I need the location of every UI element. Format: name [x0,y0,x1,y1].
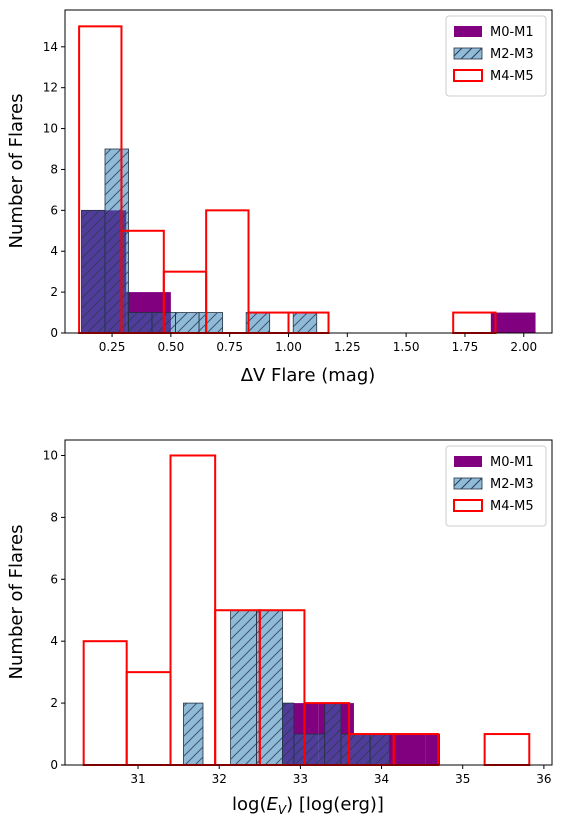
legend-label: M4-M5 [490,69,534,84]
x-tick-label: 1.75 [452,340,479,354]
x-tick-label: 1.25 [334,340,361,354]
bar-m2-m3-4-hatch [175,312,200,333]
y-tick-label: 2 [50,696,58,710]
x-tick-label: 0.75 [216,340,243,354]
axes-frame [64,9,553,334]
bar-m0-m1-2 [490,312,536,333]
legend-label: M0-M1 [490,25,534,40]
y-tick-label: 10 [43,122,58,136]
legend-swatch [453,69,483,82]
x-tick-label: 2.00 [510,340,537,354]
histogram-delta-v: 0.25 0.50 0.75 1.00 1.25 1.50 1.75 2.00 0 2 4 6 8 10… [6,9,553,386]
y-tick-label: 6 [50,572,58,586]
y-axis-label: Number of Flares [6,94,27,249]
x-tick-label: 0.50 [158,340,185,354]
legend-swatch-hatch [454,478,482,489]
x-tick-label: 31 [130,772,145,786]
legend-label: M4-M5 [490,499,534,514]
x-tick-label: 35 [455,772,470,786]
bar-m2-m3-2-hatch [128,312,153,333]
x-axis-label: log(EV) [log(erg)] [232,794,384,816]
x-tick-label: 36 [536,772,551,786]
bar-m2-m3-2-hatch [256,610,283,765]
x-tick-label: 1.50 [393,340,420,354]
x-tick-label: 34 [374,772,389,786]
y-tick-label: 0 [50,326,58,340]
bar-m0-m1-4 [425,734,440,765]
bar-m2-m3-0-hatch [81,210,105,333]
y-axis-ticks: 0 2 4 6 8 10 [43,448,65,772]
y-tick-label: 4 [50,244,58,258]
axes-frame [64,439,553,766]
bar-m2-m3-0-hatch [183,703,203,765]
y-tick-label: 8 [50,510,58,524]
legend-swatch [454,456,482,467]
y-axis-label: Number of Flares [6,525,27,680]
y-tick-label: 0 [50,758,58,772]
bar-m0-m1-3 [389,734,426,765]
y-tick-label: 10 [43,448,58,462]
legend: M0-M1 M2-M3 M4-M5 [445,445,547,527]
bar-m2-m3-6-hatch [246,312,270,333]
bar-m2-m3-7-hatch [370,734,390,765]
y-tick-label: 12 [43,81,58,95]
x-axis-ticks: 0.25 0.50 0.75 1.00 1.25 1.50 1.75 2.00 [99,333,537,354]
x-axis-label: ΔV Flare (mag) [241,365,376,386]
y-tick-label: 6 [50,203,58,217]
legend-label: M2-M3 [490,477,534,492]
bar-m2-m3-5-hatch [199,312,223,333]
y-axis-ticks: 0 2 4 6 8 10 12 14 [43,40,65,340]
x-tick-label: 1.00 [275,340,302,354]
bar-m2-m3-6-hatch [340,734,371,765]
x-axis-ticks: 31 32 33 34 35 36 [130,765,552,786]
y-tick-label: 8 [50,162,58,176]
bar-m2-m3-1-hatch [104,149,129,333]
y-tick-label: 14 [43,40,58,54]
bar-m2-m3-3-hatch [282,703,294,765]
legend-swatch [454,26,482,37]
x-tick-label: 0.25 [99,340,126,354]
bar-m2-m3-7-hatch [293,312,317,333]
legend-label: M2-M3 [490,47,534,62]
legend-swatch-hatch [454,48,482,59]
legend-label: M0-M1 [490,455,534,470]
y-tick-label: 2 [50,285,58,299]
x-tick-label: 32 [212,772,227,786]
x-tick-label: 33 [293,772,308,786]
bar-m2-m3-4-hatch [293,734,325,765]
bars-layer [82,454,531,767]
y-tick-label: 4 [50,634,58,648]
legend-swatch [453,499,483,512]
bar-m2-m3-1-hatch [230,610,257,765]
bar-m2-m3-5-hatch [324,703,341,765]
legend: M0-M1 M2-M3 M4-M5 [445,15,547,97]
